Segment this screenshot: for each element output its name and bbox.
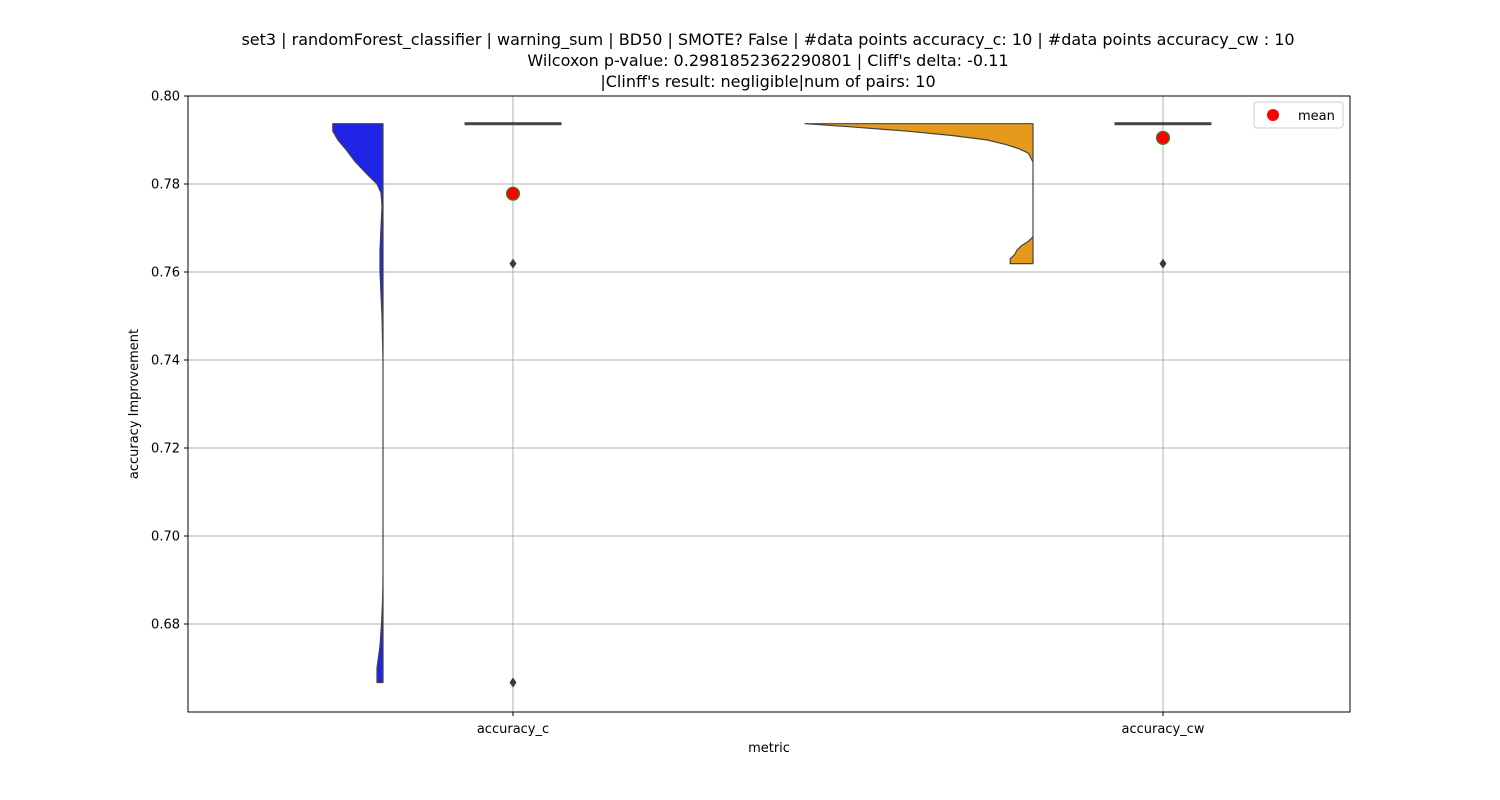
violin-accuracy_c — [332, 123, 384, 684]
y-tick-label: 0.72 — [151, 442, 180, 457]
mean-marker-accuracy_c — [505, 186, 521, 201]
grid-layer — [188, 95, 1350, 712]
outlier-marker-accuracy_c — [509, 677, 517, 688]
chart-title-line-2: Wilcoxon p-value: 0.2981852362290801 | C… — [527, 51, 1009, 70]
legend-mean-label: mean — [1298, 109, 1335, 124]
plot-frame — [187, 95, 1351, 713]
x-tick-label: accuracy_cw — [1122, 722, 1205, 737]
mean-marker-accuracy_cw — [1155, 130, 1171, 145]
violin-layer — [332, 123, 1034, 684]
x-tick-label: accuracy_c — [477, 722, 549, 737]
legend: mean — [1253, 101, 1344, 129]
chart-title-line-1: set3 | randomForest_classifier | warning… — [241, 30, 1295, 49]
box-layer — [464, 122, 1212, 688]
violin-accuracy_cw — [804, 123, 1034, 265]
y-axis-label: accuracy Improvement — [127, 329, 142, 479]
y-tick-label: 0.68 — [151, 618, 180, 633]
y-tick-label: 0.74 — [151, 354, 180, 369]
y-tick-label: 0.80 — [151, 90, 180, 105]
outlier-marker-accuracy_cw — [1159, 258, 1167, 269]
y-tick-label: 0.70 — [151, 530, 180, 545]
y-tick-label: 0.78 — [151, 178, 180, 193]
chart-title-line-3: |Clinff's result: negligible|num of pair… — [600, 72, 936, 91]
legend-mean-marker — [1267, 109, 1279, 121]
x-axis-label: metric — [748, 741, 790, 756]
legend-box — [1253, 101, 1344, 129]
outlier-marker-accuracy_c — [509, 258, 517, 269]
axes-layer — [187, 95, 1351, 713]
y-tick-label: 0.76 — [151, 266, 180, 281]
tick-layer: 0.68 0.70 0.72 0.74 0.76 0.78 0.80 accuracy_c ac… — [151, 90, 1205, 738]
